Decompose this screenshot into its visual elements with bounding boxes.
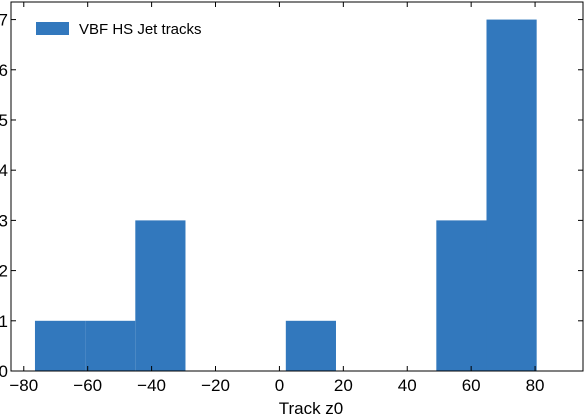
legend: VBF HS Jet tracks bbox=[36, 21, 202, 38]
y-tick-label: 1 bbox=[0, 312, 8, 331]
histogram-bars bbox=[34, 19, 537, 371]
y-tick-label: 0 bbox=[0, 362, 8, 381]
x-tick-label: 20 bbox=[334, 376, 353, 395]
y-tick-label: 4 bbox=[0, 161, 8, 180]
x-tick-label: −20 bbox=[201, 376, 230, 395]
x-tick-label: 60 bbox=[462, 376, 481, 395]
y-tick-label: 2 bbox=[0, 262, 8, 281]
y-axis-ticks: 0 1 2 3 4 5 6 7 bbox=[0, 11, 583, 381]
plot-frame bbox=[10, 1, 584, 372]
histogram-bar bbox=[34, 320, 86, 371]
x-tick-label: −40 bbox=[137, 376, 166, 395]
y-tick-label: 7 bbox=[0, 11, 8, 30]
y-tick-label: 6 bbox=[0, 61, 8, 80]
legend-label: VBF HS Jet tracks bbox=[79, 21, 202, 38]
y-tick-label: 3 bbox=[0, 211, 8, 230]
histogram-bar bbox=[436, 220, 487, 371]
x-tick-label: −60 bbox=[73, 376, 102, 395]
legend-swatch bbox=[36, 22, 69, 35]
x-tick-label: 40 bbox=[398, 376, 417, 395]
histogram-bar bbox=[285, 320, 336, 371]
x-axis-ticks: −80 −60 −40 −20 0 20 40 60 80 bbox=[9, 2, 545, 395]
histogram-bar bbox=[486, 19, 537, 371]
x-tick-label: 0 bbox=[275, 376, 284, 395]
y-tick-label: 5 bbox=[0, 111, 8, 130]
histogram-bar bbox=[85, 320, 136, 371]
x-tick-label: −80 bbox=[9, 376, 38, 395]
x-tick-label: 80 bbox=[526, 376, 545, 395]
histogram-bar bbox=[135, 220, 186, 371]
axes bbox=[10, 1, 584, 372]
x-axis-label: Track z0 bbox=[279, 399, 344, 418]
